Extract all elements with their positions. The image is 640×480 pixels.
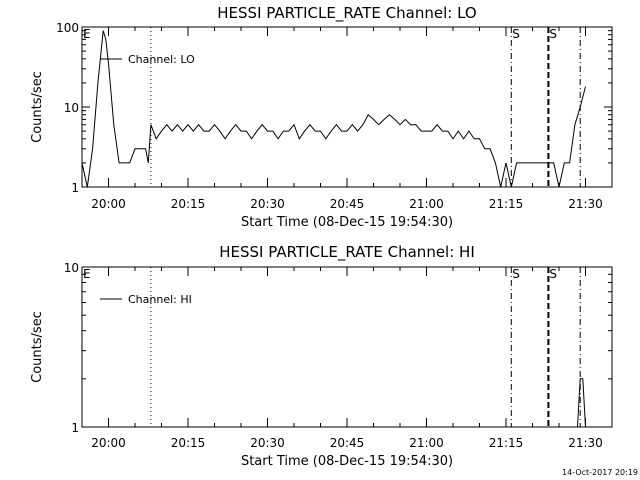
x-tick-label: 21:15 xyxy=(489,197,524,211)
event-marker-label: S xyxy=(512,267,520,281)
chart-title: HESSI PARTICLE_RATE Channel: HI xyxy=(219,243,475,262)
x-tick-label: 20:15 xyxy=(171,197,206,211)
y-tick-label: 1 xyxy=(71,421,79,435)
y-tick-label: 10 xyxy=(64,101,79,115)
plot-frame xyxy=(81,266,613,428)
chart-title: HESSI PARTICLE_RATE Channel: LO xyxy=(217,4,476,23)
x-axis-label: Start Time (08-Dec-15 19:54:30) xyxy=(241,454,453,469)
legend-label: Channel: LO xyxy=(128,53,195,66)
series-line xyxy=(577,378,586,428)
panel-lo: HESSI PARTICLE_RATE Channel: LO Start Tim… xyxy=(30,4,613,230)
x-tick-label: 21:00 xyxy=(409,436,444,450)
x-axis-label: Start Time (08-Dec-15 19:54:30) xyxy=(241,215,453,230)
x-tick-label: 21:30 xyxy=(568,436,603,450)
event-marker-label: S xyxy=(549,27,557,41)
y-tick-label: 100 xyxy=(56,21,79,35)
y-axis-label: Counts/sec xyxy=(30,71,45,143)
x-tick-label: 20:00 xyxy=(91,436,126,450)
footer-timestamp: 14-Oct-2017 20:19 xyxy=(562,468,638,477)
y-tick-label: 1 xyxy=(71,181,79,195)
x-tick-label: 20:45 xyxy=(330,436,365,450)
panel-hi: HESSI PARTICLE_RATE Channel: HI Start Tim… xyxy=(30,243,613,469)
event-marker-label: S xyxy=(512,27,520,41)
event-marker-label: E xyxy=(83,27,91,41)
legend-label: Channel: HI xyxy=(128,293,192,306)
x-tick-label: 20:15 xyxy=(171,436,206,450)
x-tick-label: 21:30 xyxy=(568,197,603,211)
x-tick-label: 20:30 xyxy=(250,436,285,450)
x-tick-label: 20:30 xyxy=(250,197,285,211)
x-tick-label: 21:15 xyxy=(489,436,524,450)
series-line xyxy=(81,30,586,188)
x-tick-label: 20:00 xyxy=(91,197,126,211)
event-marker-label: S xyxy=(549,267,557,281)
event-marker-label: E xyxy=(83,267,91,281)
y-tick-label: 10 xyxy=(64,261,79,275)
x-tick-label: 21:00 xyxy=(409,197,444,211)
x-tick-label: 20:45 xyxy=(330,197,365,211)
y-axis-label: Counts/sec xyxy=(30,311,45,383)
